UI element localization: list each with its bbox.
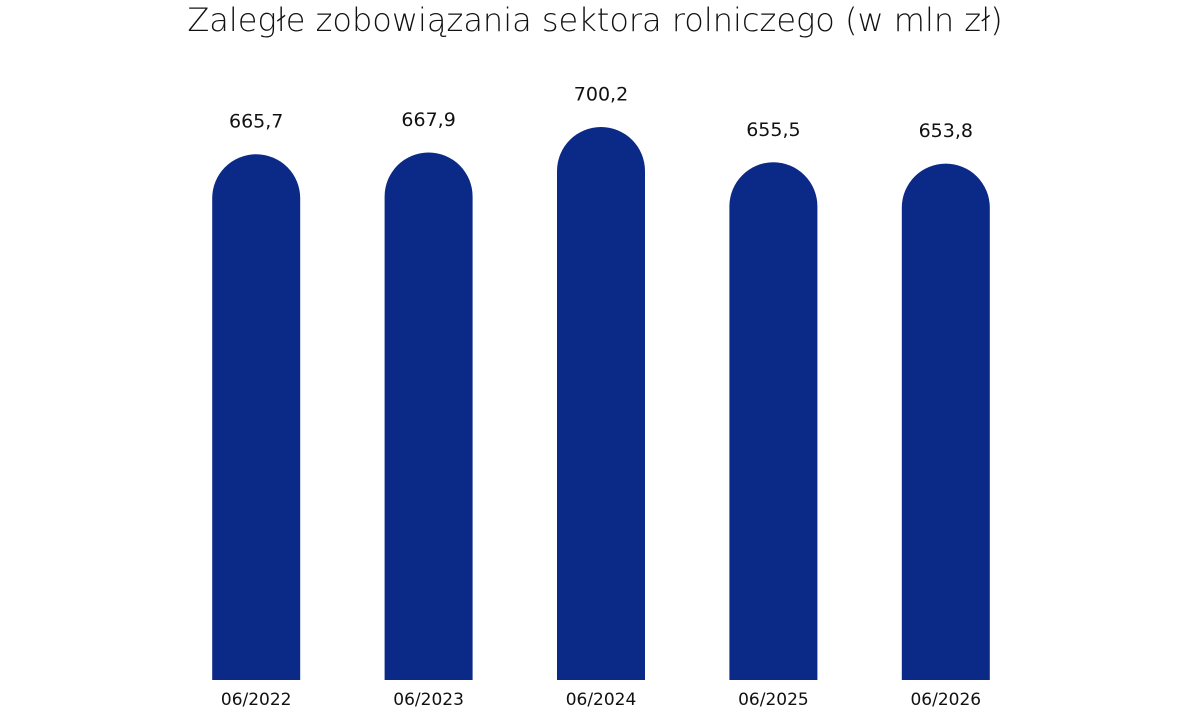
chart-title: Zaległe zobowiązania sektora rolniczego …	[187, 1, 1002, 39]
bar	[557, 127, 645, 680]
value-label: 667,9	[401, 109, 455, 131]
value-label: 700,2	[574, 84, 628, 106]
value-label: 665,7	[229, 111, 283, 133]
value-label: 653,8	[919, 120, 973, 142]
value-label: 655,5	[746, 119, 800, 141]
bar	[384, 152, 473, 680]
bar	[212, 154, 301, 681]
x-tick-label: 06/2024	[566, 690, 637, 710]
bar	[729, 162, 818, 680]
x-tick-label: 06/2023	[393, 690, 464, 710]
bar	[901, 163, 990, 681]
x-tick-label: 06/2025	[738, 690, 809, 710]
x-tick-label: 06/2026	[910, 690, 981, 710]
x-tick-label: 06/2022	[221, 690, 292, 710]
